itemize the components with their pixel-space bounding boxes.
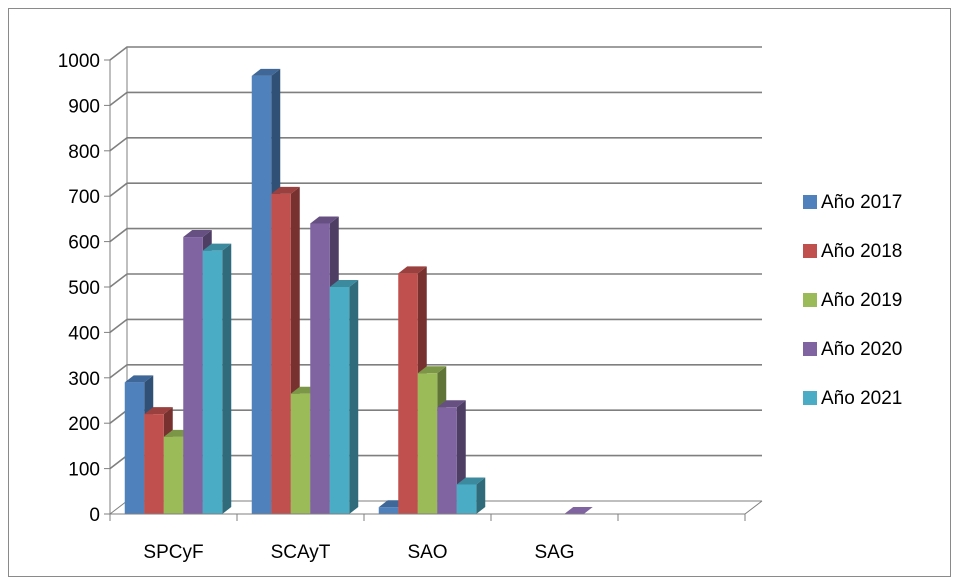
legend-label: Año 2017 (821, 192, 902, 213)
bar-front (183, 237, 203, 514)
legend: Año 2017 Año 2018 Año 2019 Año 2020 Año 2021 (803, 192, 902, 409)
bar-front (398, 273, 418, 514)
legend-swatch (803, 342, 817, 356)
y-tick-label: 600 (68, 233, 100, 254)
bar-side (476, 477, 486, 514)
y-tick-label: 400 (68, 323, 100, 344)
bar-top (124, 375, 154, 383)
gridline (109, 273, 762, 288)
y-tick-label: 300 (68, 369, 100, 390)
gridline (109, 137, 762, 152)
bar-top (202, 243, 232, 251)
y-tick-label: 200 (68, 414, 100, 435)
bar-front (378, 507, 399, 514)
x-category-label: SPCyF (143, 542, 203, 563)
bars (124, 68, 593, 514)
y-tick-label: 900 (68, 96, 100, 117)
floor-edge-right (744, 500, 763, 515)
legend-swatch (803, 293, 817, 307)
bar-top (183, 230, 212, 238)
bar-front (437, 407, 457, 514)
bar-top (144, 407, 173, 415)
bar-top (417, 366, 447, 374)
legend-swatch (803, 244, 817, 258)
bar (456, 477, 486, 514)
bar-front (417, 373, 438, 514)
bar-front (202, 250, 223, 514)
legend-label: Año 2018 (821, 241, 902, 262)
bar-front (329, 287, 350, 514)
y-tick-label: 800 (68, 142, 100, 163)
bar (329, 280, 359, 514)
legend-swatch (803, 195, 817, 209)
y-tick-label: 100 (68, 460, 100, 481)
legend-item: Año 2017 (803, 192, 902, 213)
y-tick-label: 500 (68, 278, 100, 299)
bar-top (456, 477, 486, 485)
y-axis-ticks: 0 100 200 300 400 500 600 700 800 900 1000 (58, 51, 100, 526)
bar-top (271, 186, 300, 194)
legend-item: Año 2018 (803, 241, 902, 262)
bar-zero-sliver (564, 507, 593, 514)
bar (437, 400, 466, 514)
legend-label: Año 2020 (821, 339, 902, 360)
legend-label: Año 2019 (821, 290, 902, 311)
y-tick-label: 700 (68, 187, 100, 208)
bar-front (124, 382, 145, 514)
bar-top (310, 216, 339, 224)
x-category-label: SAO (407, 542, 447, 563)
legend-item: Año 2019 (803, 290, 902, 311)
bar-front (456, 484, 477, 514)
bar-front (163, 436, 184, 514)
bar-top (329, 280, 359, 287)
gridline (109, 46, 762, 61)
x-category-label: SCAyT (271, 542, 331, 563)
bar (202, 243, 232, 514)
y-tick-label: 1000 (58, 51, 100, 72)
bar-front (251, 75, 272, 514)
gridline (109, 91, 762, 107)
axes (104, 59, 746, 521)
gridlines (109, 46, 762, 470)
legend-item: Año 2020 (803, 339, 902, 360)
bar-side (222, 243, 232, 514)
bar-front (144, 414, 164, 514)
category-labels: SPCyF SCAyT SAO SAG (143, 542, 574, 563)
bar-side (349, 280, 359, 514)
bar-front (310, 223, 330, 514)
x-category-label: SAG (534, 542, 574, 563)
y-tick-label: 0 (89, 505, 100, 526)
gridline (109, 227, 762, 243)
bar-top (398, 266, 427, 274)
bar-top (437, 400, 466, 408)
legend-label: Año 2021 (821, 388, 902, 409)
gridline (109, 182, 762, 197)
gridline (109, 318, 762, 334)
bar-top (251, 68, 281, 76)
bar-front (271, 193, 291, 514)
bar-front (290, 393, 311, 514)
legend-item: Año 2021 (803, 388, 902, 409)
gridline (109, 363, 762, 379)
floor-edge-left (109, 500, 128, 515)
legend-swatch (803, 391, 817, 405)
